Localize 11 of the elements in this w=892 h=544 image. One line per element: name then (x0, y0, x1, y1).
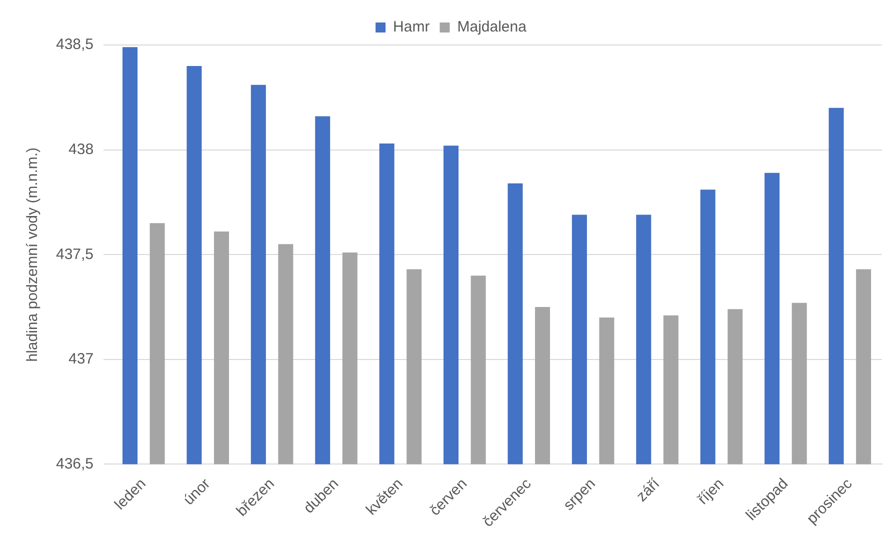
x-tick-label: září (633, 474, 664, 506)
y-tick-label: 438,5 (56, 36, 94, 54)
legend-label: Majdalena (457, 18, 528, 36)
y-tick-label: 437,5 (56, 246, 94, 263)
y-tick-label: 437 (68, 350, 94, 368)
legend-label: Hamr (393, 18, 430, 36)
y-tick-label: 436,5 (56, 455, 94, 472)
x-tick-label: říjen (694, 475, 728, 508)
y-tick-label: 438 (68, 140, 94, 158)
x-tick-label: únor (180, 475, 214, 509)
y-axis-title: hladina podzemní vody (m.n.m.) (24, 147, 42, 362)
